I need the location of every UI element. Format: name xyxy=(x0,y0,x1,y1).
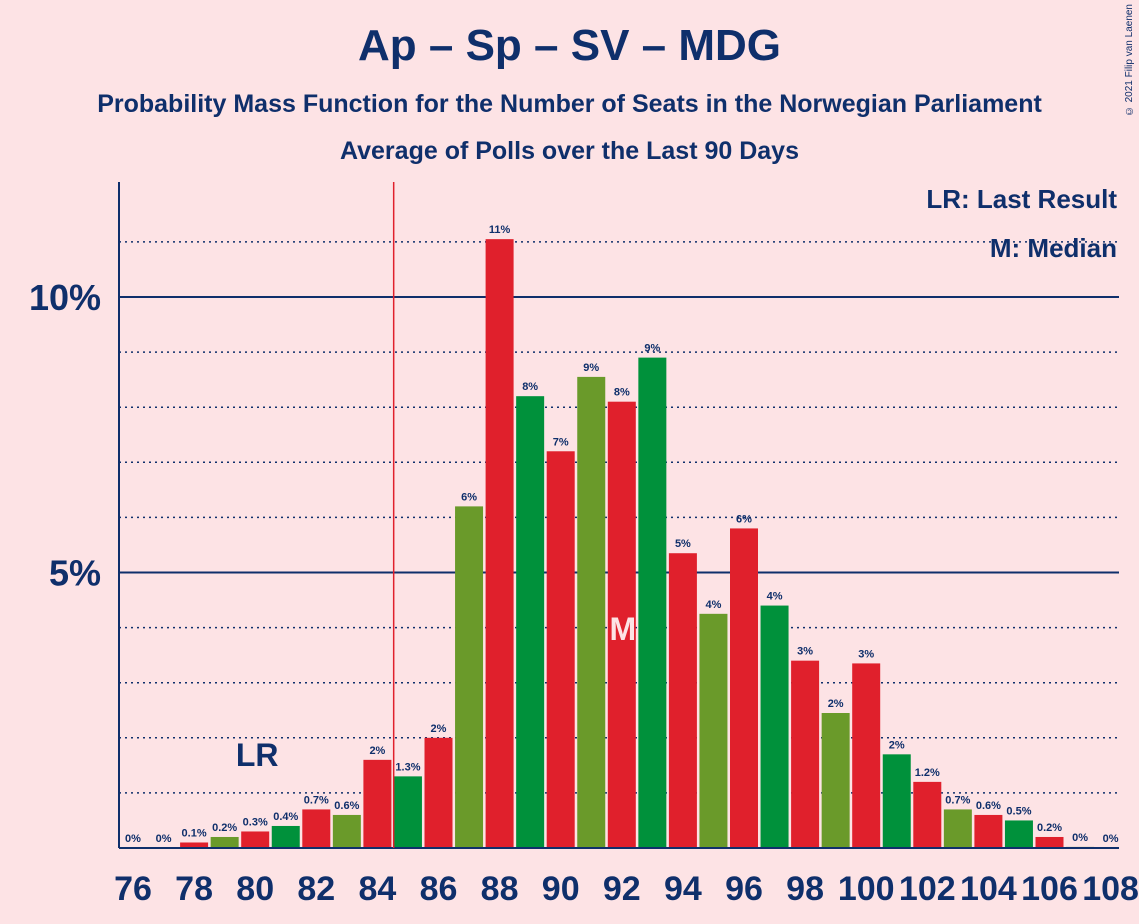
legend-last-result: LR: Last Result xyxy=(926,184,1117,214)
bar-84 xyxy=(363,759,392,848)
data-label-100: 3% xyxy=(858,648,874,660)
data-label-86: 2% xyxy=(431,723,447,735)
bar-100 xyxy=(852,663,881,848)
bar-86 xyxy=(424,737,453,848)
y-tick-label: 5% xyxy=(49,553,101,594)
bar-95 xyxy=(699,613,728,848)
bar-102 xyxy=(913,781,942,848)
bar-103 xyxy=(943,809,972,848)
x-tick-label: 90 xyxy=(542,870,580,908)
data-label-83: 0.6% xyxy=(334,800,359,812)
bar-105 xyxy=(1004,820,1033,848)
chart-title: Ap – Sp – SV – MDG xyxy=(358,21,781,70)
data-label-102: 1.2% xyxy=(915,767,940,779)
bar-89 xyxy=(516,396,545,848)
x-tick-label: 100 xyxy=(838,870,895,908)
data-label-99: 2% xyxy=(828,698,844,710)
bar-93 xyxy=(638,357,667,848)
data-label-103: 0.7% xyxy=(945,794,970,806)
x-tick-label: 86 xyxy=(420,870,458,908)
x-tick-label: 76 xyxy=(114,870,152,908)
chart-subtitle-secondary: Average of Polls over the Last 90 Days xyxy=(340,137,799,165)
bar-106 xyxy=(1035,836,1064,848)
markers: LR M xyxy=(236,182,636,848)
data-label-106: 0.2% xyxy=(1037,822,1062,834)
data-label-78: 0.1% xyxy=(182,827,207,839)
bar-99 xyxy=(821,713,850,848)
data-label-94: 5% xyxy=(675,538,691,550)
bar-101 xyxy=(882,754,911,848)
x-tick-label: 84 xyxy=(358,870,396,908)
bar-82 xyxy=(302,809,331,848)
data-label-93: 9% xyxy=(644,343,660,355)
data-label-76: 0% xyxy=(125,833,141,845)
data-label-97: 4% xyxy=(767,591,783,603)
x-tick-label: 78 xyxy=(175,870,213,908)
bar-91 xyxy=(577,376,606,848)
data-label-88: 11% xyxy=(489,224,511,236)
data-label-101: 2% xyxy=(889,739,905,751)
data-label-77: 0% xyxy=(156,833,172,845)
bar-81 xyxy=(271,825,300,848)
bar-97 xyxy=(760,605,789,848)
data-label-79: 0.2% xyxy=(212,822,237,834)
data-label-90: 7% xyxy=(553,436,569,448)
data-label-87: 6% xyxy=(461,491,477,503)
x-tick-label: 94 xyxy=(664,870,702,908)
x-tick-label: 96 xyxy=(725,870,763,908)
bar-88 xyxy=(485,239,514,848)
bar-90 xyxy=(546,451,575,848)
data-label-95: 4% xyxy=(705,599,721,611)
data-label-82: 0.7% xyxy=(304,794,329,806)
bar-78 xyxy=(180,842,209,848)
bar-104 xyxy=(974,814,1003,848)
median-marker: M xyxy=(609,611,636,647)
x-tick-label: 88 xyxy=(481,870,519,908)
y-tick-label: 10% xyxy=(29,277,101,318)
bar-79 xyxy=(210,836,239,848)
bars xyxy=(180,239,1095,848)
x-tick-label: 104 xyxy=(960,870,1017,908)
x-tick-label: 106 xyxy=(1021,870,1078,908)
data-label-107: 0% xyxy=(1072,832,1088,844)
chart-subtitle: Probability Mass Function for the Number… xyxy=(97,90,1042,118)
data-label-89: 8% xyxy=(522,381,538,393)
x-tick-label: 108 xyxy=(1082,870,1139,908)
x-tick-label: 82 xyxy=(297,870,335,908)
data-label-104: 0.6% xyxy=(976,800,1001,812)
data-label-96: 6% xyxy=(736,513,752,525)
data-label-85: 1.3% xyxy=(395,761,420,773)
bar-85 xyxy=(393,776,422,848)
x-tick-label: 92 xyxy=(603,870,641,908)
data-label-91: 9% xyxy=(583,362,599,374)
x-tick-label: 102 xyxy=(899,870,956,908)
data-label-92: 8% xyxy=(614,387,630,399)
bar-83 xyxy=(332,814,361,848)
data-label-108: 0% xyxy=(1103,833,1119,845)
data-label-81: 0.4% xyxy=(273,811,298,823)
bar-96 xyxy=(730,528,758,848)
data-label-84: 2% xyxy=(369,745,385,757)
x-tick-label: 98 xyxy=(786,870,824,908)
data-label-105: 0.5% xyxy=(1006,805,1031,817)
data-labels: 0% 0% 0.1% 0.2% 0.3% 0.4% 0.7% 0.6% 2% 1.3% 2% 6% 11… xyxy=(125,224,1119,845)
axes: 5%10%76 78 80 82 84 86 88 90 92 94 96 98 100 102 104 10… xyxy=(29,182,1139,908)
bar-98 xyxy=(791,660,820,848)
last-result-marker: LR xyxy=(236,737,279,773)
legend-median: M: Median xyxy=(989,233,1117,263)
bar-80 xyxy=(241,831,270,848)
bar-87 xyxy=(455,506,484,848)
bar-94 xyxy=(668,553,697,848)
bar-92 xyxy=(607,401,636,848)
data-label-80: 0.3% xyxy=(243,816,268,828)
data-label-98: 3% xyxy=(797,646,813,658)
x-tick-label: 80 xyxy=(236,870,274,908)
